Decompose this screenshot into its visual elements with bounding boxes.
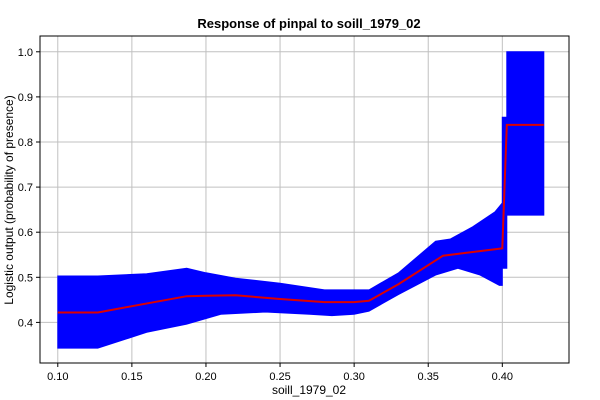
x-tick-label: 0.15 bbox=[121, 371, 142, 383]
x-axis-label: soill_1979_02 bbox=[272, 383, 346, 397]
confidence-band bbox=[57, 51, 545, 349]
plot-frame bbox=[39, 35, 570, 364]
chart-title: Response of pinpal to soill_1979_02 bbox=[197, 16, 420, 31]
y-tick-label: 0.6 bbox=[18, 227, 33, 239]
y-axis-ticks: 0.4 0.5 0.6 0.7 0.8 0.9 1.0 bbox=[18, 47, 40, 329]
x-tick-label: 0.10 bbox=[47, 371, 68, 383]
x-tick-label: 0.25 bbox=[269, 371, 290, 383]
y-tick-label: 0.8 bbox=[18, 137, 33, 149]
x-tick-label: 0.30 bbox=[343, 371, 364, 383]
y-tick-label: 0.9 bbox=[18, 92, 33, 104]
y-tick-label: 0.4 bbox=[18, 317, 33, 329]
response-line bbox=[57, 123, 544, 314]
y-tick-label: 1.0 bbox=[18, 47, 33, 59]
y-tick-label: 0.5 bbox=[18, 272, 33, 284]
x-tick-label: 0.20 bbox=[195, 371, 216, 383]
x-tick-label: 0.35 bbox=[418, 371, 439, 383]
x-axis-ticks: 0.10 0.15 0.20 0.25 0.30 0.35 0.40 bbox=[47, 363, 513, 383]
x-tick-label: 0.40 bbox=[492, 371, 513, 383]
y-tick-label: 0.7 bbox=[18, 182, 33, 194]
y-axis-label: Logistic output (probability of presence… bbox=[2, 95, 16, 304]
